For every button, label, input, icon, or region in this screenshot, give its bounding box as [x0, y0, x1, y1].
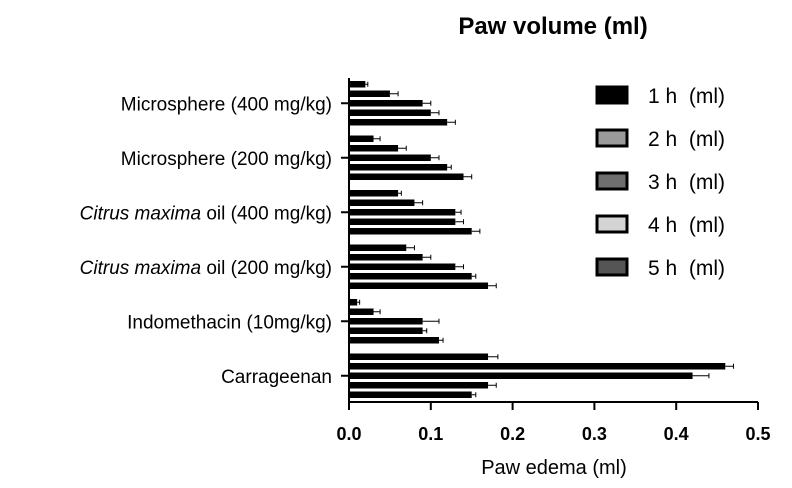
- category-label-5: Carrageenan: [221, 367, 332, 388]
- bar-0-3: [349, 109, 431, 116]
- bar-3-3: [349, 273, 472, 280]
- category-label-2: Citrus maxima oil (400 mg/kg): [80, 203, 332, 224]
- category-label-4: Indomethacin (10mg/kg): [127, 312, 332, 333]
- legend-swatch-4: [595, 257, 629, 277]
- bar-0-2: [349, 100, 423, 107]
- bar-2-2: [349, 209, 456, 216]
- legend-swatch-0: [595, 85, 629, 105]
- legend-label-3: 4 h (ml): [648, 214, 725, 237]
- x-axis-ticks: 0.0 0.1 0.2 0.3 0.4 0.5: [336, 402, 771, 444]
- bar-2-4: [349, 228, 472, 235]
- bar-5-2: [349, 372, 693, 379]
- x-axis-label: Paw edema (ml): [481, 457, 627, 479]
- bar-0-4: [349, 119, 448, 126]
- bar-3-0: [349, 244, 407, 251]
- category-label-3: Citrus maxima oil (200 mg/kg): [80, 258, 332, 279]
- bar-0-0: [349, 81, 366, 88]
- bar-4-1: [349, 308, 374, 315]
- bar-4-2: [349, 318, 423, 325]
- legend-swatch-1: [595, 128, 629, 148]
- chart-title: Paw volume (ml): [458, 13, 647, 40]
- legend-label-2: 3 h (ml): [648, 171, 725, 194]
- x-tick-label-5: 0.5: [745, 424, 770, 444]
- bar-5-1: [349, 363, 726, 370]
- bar-4-0: [349, 299, 358, 306]
- bar-2-1: [349, 199, 415, 206]
- category-labels: Microsphere (400 mg/kg) Microsphere (200 …: [80, 94, 349, 388]
- legend-label-1: 2 h (ml): [648, 128, 725, 151]
- bars-group: [349, 81, 734, 398]
- category-label-1: Microsphere (200 mg/kg): [121, 149, 332, 170]
- bar-1-0: [349, 135, 374, 142]
- legend: 1 h (ml) 2 h (ml) 3 h (ml) 4 h (ml) 5 h (ml): [595, 85, 725, 280]
- bar-4-3: [349, 327, 423, 334]
- bar-1-2: [349, 154, 431, 161]
- bar-1-1: [349, 145, 399, 152]
- bar-2-0: [349, 190, 399, 197]
- bar-5-4: [349, 391, 472, 398]
- legend-swatch-2: [595, 171, 629, 191]
- bar-5-3: [349, 382, 489, 389]
- legend-label-0: 1 h (ml): [648, 85, 725, 108]
- x-tick-label-3: 0.3: [582, 424, 607, 444]
- x-tick-label-1: 0.1: [418, 424, 443, 444]
- bar-4-4: [349, 337, 439, 344]
- bar-3-4: [349, 282, 489, 289]
- bar-0-1: [349, 90, 390, 97]
- bar-3-2: [349, 263, 456, 270]
- bar-2-3: [349, 218, 456, 225]
- category-label-0: Microsphere (400 mg/kg): [121, 94, 332, 115]
- x-tick-label-4: 0.4: [664, 424, 689, 444]
- legend-swatch-3: [595, 214, 629, 234]
- bar-1-3: [349, 164, 448, 171]
- bar-3-1: [349, 254, 423, 261]
- bar-5-0: [349, 353, 489, 360]
- legend-label-4: 5 h (ml): [648, 257, 725, 280]
- bar-1-4: [349, 173, 464, 180]
- x-tick-label-0: 0.0: [336, 424, 361, 444]
- x-tick-label-2: 0.2: [500, 424, 525, 444]
